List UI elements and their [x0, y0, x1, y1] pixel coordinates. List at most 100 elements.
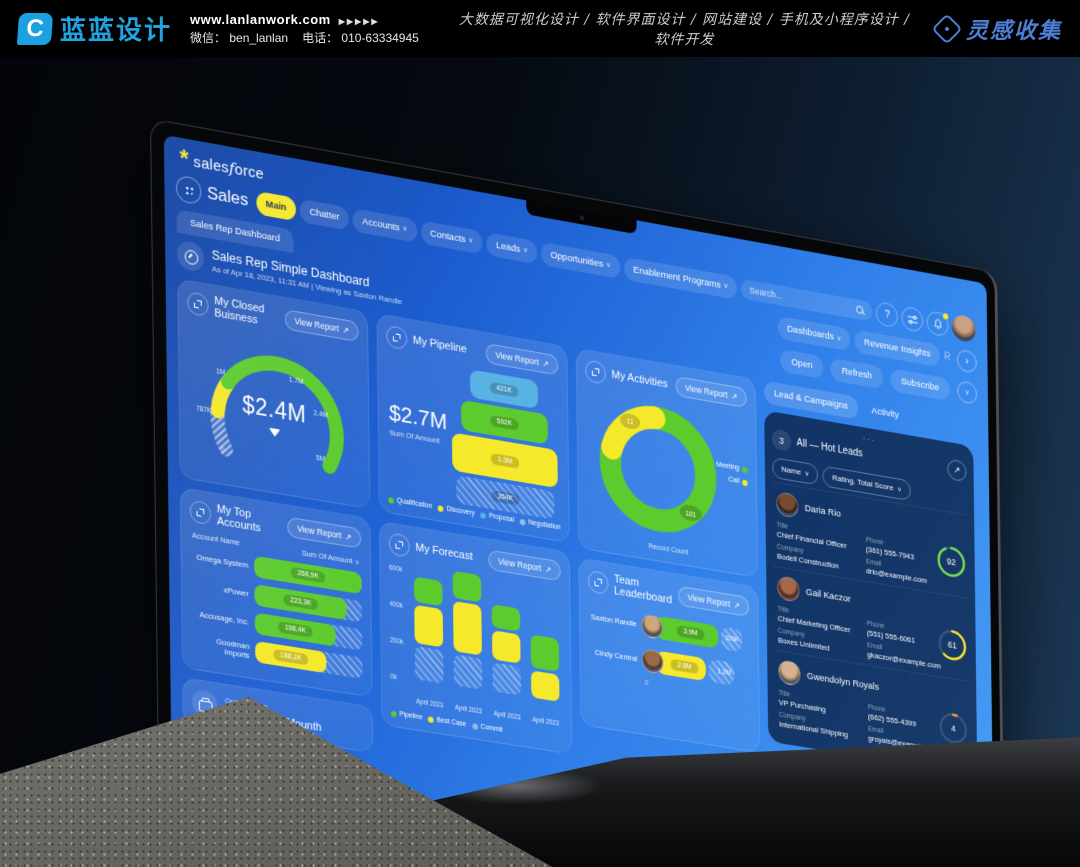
chevron-down-icon: ∨: [964, 389, 970, 397]
svg-text:0: 0: [221, 447, 225, 455]
website-link[interactable]: www.lanlanwork.com: [190, 11, 331, 27]
legend-dot: [480, 511, 487, 519]
legend-dot: [438, 504, 444, 512]
score-ring: 92: [935, 541, 968, 582]
svg-text:5M: 5M: [316, 455, 325, 464]
nav-tab-chatter[interactable]: Chatter: [299, 198, 350, 231]
dashboard-screen: * salesforce Sales Main Chatter Accounts…: [163, 134, 995, 867]
expand-icon[interactable]: [189, 499, 212, 526]
search-input[interactable]: [749, 285, 857, 315]
chevron-down-icon: ∨: [468, 236, 474, 245]
view-report-button[interactable]: View Report ↗: [678, 585, 750, 618]
services-list: 大数据可视化设计 / 软件界面设计 / 网站建设 / 手机及小程序设计 / 软件…: [458, 11, 910, 48]
card-title: My Top Accounts: [216, 503, 261, 535]
lanlan-logo-text: 蓝蓝设计: [60, 15, 173, 45]
bar-value: 2.8M: [670, 658, 699, 675]
gauge-pointer-icon: [268, 427, 281, 438]
svg-text:92: 92: [947, 556, 956, 567]
lead-card[interactable]: Gwendolyn Royals Title VP Purchasing Phon…: [774, 649, 970, 765]
chevron-down-icon: ∨: [897, 485, 902, 494]
nav-tab-main[interactable]: Main: [255, 190, 297, 221]
nav-tab-opportunities[interactable]: Opportunities ∨: [540, 241, 621, 279]
avatar: [778, 659, 801, 687]
phone-label: 电话： 010-63334945: [302, 30, 419, 45]
count-badge: 3: [771, 428, 792, 453]
arrow-up-right-icon: ↗: [342, 324, 350, 335]
app-name: Sales: [207, 183, 249, 210]
nav-tab-accounts[interactable]: Accounts ∨: [352, 207, 417, 243]
nav-tab-contacts[interactable]: Contacts ∨: [420, 219, 483, 255]
lead-card[interactable]: Daria Rio Title Chief Financial Officer P…: [772, 481, 968, 598]
svg-text:11: 11: [627, 419, 634, 427]
sliders-icon: [908, 313, 918, 326]
leads-panel: Lead & Campaigns Activity ··· 3 All — Ho…: [763, 380, 978, 775]
view-report-button[interactable]: View Report ↗: [287, 516, 362, 549]
dashboard-icon: [176, 239, 205, 273]
app-launcher-icon[interactable]: [175, 174, 202, 206]
expand-icon[interactable]: [187, 291, 209, 318]
bar-value: 198,4K: [277, 621, 313, 638]
notification-dot: [943, 313, 949, 320]
scene-background: * salesforce Sales Main Chatter Accounts…: [0, 57, 1080, 867]
wechat-label: 微信： ben_lanlan: [190, 30, 289, 45]
donut-chart: 11 101 Meeting Call: [585, 383, 748, 557]
funnel-chart: $2.7M Sum Of Amount 421K 592K 1.3M 354K: [386, 355, 560, 520]
nav-tab-dashboards[interactable]: Dashboards ∨: [777, 315, 851, 352]
expand-icon[interactable]: [587, 569, 609, 596]
legend-dot: [742, 478, 748, 486]
arrow-up-right-icon: ↗: [345, 531, 352, 542]
avatar: [776, 491, 799, 519]
tab-activity[interactable]: Activity: [871, 405, 899, 421]
forecast-column: [452, 570, 483, 690]
dashboard-grid: My Closed Buisness View Report ↗: [177, 278, 982, 846]
card-title: My Forecast: [415, 541, 473, 564]
legend-dot: [388, 496, 395, 504]
more-actions-button[interactable]: ∨: [957, 380, 978, 406]
gauge-chart: 0 787K 1M 1.7M 2.4M 5M $2.4M: [187, 319, 360, 490]
user-avatar[interactable]: [952, 313, 977, 344]
nav-tab-leads[interactable]: Leads ∨: [486, 231, 538, 264]
subscribe-button[interactable]: Subscribe: [890, 367, 951, 401]
card-my-closed-business: My Closed Buisness View Report ↗: [177, 278, 371, 510]
salesforce-star-icon: *: [179, 144, 189, 174]
svg-text:2.4M: 2.4M: [313, 410, 328, 420]
laptop: * salesforce Sales Main Chatter Accounts…: [150, 118, 1006, 867]
funnel-value: 592K: [490, 414, 519, 431]
open-list-button[interactable]: ↗: [947, 458, 967, 483]
expand-icon[interactable]: [386, 324, 408, 351]
expand-icon[interactable]: [388, 532, 410, 558]
hot-leads-card: ··· 3 All — Hot Leads ↗ Name ∨ Rating, To…: [764, 410, 978, 775]
legend-dot: [741, 466, 748, 474]
laptop-bezel: * salesforce Sales Main Chatter Accounts…: [150, 118, 1006, 867]
lanlan-logo-icon: C: [16, 12, 54, 45]
chevron-down-icon: ∨: [523, 246, 528, 255]
top-banner: C 蓝蓝设计 www.lanlanwork.com ▶▶▶▶▶ 微信： ben_l…: [0, 0, 1080, 57]
bar-value: 223,3K: [283, 593, 319, 611]
view-report-button[interactable]: View Report ↗: [488, 549, 561, 582]
bar-value: 268,9K: [290, 566, 326, 584]
view-report-button[interactable]: View Report ↗: [485, 343, 559, 376]
lead-card[interactable]: Gail Kaczor Title Chief Marketing Officer…: [773, 565, 969, 682]
card-my-top-accounts: My Top Accounts View Report ↗ Account Nam…: [179, 486, 373, 698]
card-title: Team Leaderboard: [613, 573, 673, 607]
lanlan-brand: C 蓝蓝设计: [16, 10, 173, 47]
bar-value: 3.9M: [676, 625, 705, 641]
camera-icon: [579, 214, 584, 221]
bar-extra-value: 100K: [725, 634, 739, 644]
arrows-decoration: ▶▶▶▶▶: [338, 16, 380, 26]
open-button[interactable]: Open: [780, 348, 824, 379]
expand-icon[interactable]: [585, 359, 607, 385]
score-ring: 61: [936, 625, 969, 666]
notifications-button[interactable]: [927, 310, 949, 338]
refresh-button[interactable]: Refresh: [830, 357, 884, 390]
arrow-up-right-icon: ↗: [953, 464, 961, 476]
score-ring: 4: [937, 708, 970, 748]
help-button[interactable]: ?: [876, 301, 899, 329]
sort-name-button[interactable]: Name ∨: [772, 456, 819, 486]
settings-sliders-button[interactable]: [901, 305, 924, 334]
arrow-up-right-icon: ↗: [544, 564, 552, 575]
chevron-down-icon: ∨: [836, 334, 842, 343]
nav-scroll-right-button[interactable]: ›: [956, 348, 977, 374]
forecast-column: [530, 634, 560, 702]
avatar: [777, 575, 800, 603]
